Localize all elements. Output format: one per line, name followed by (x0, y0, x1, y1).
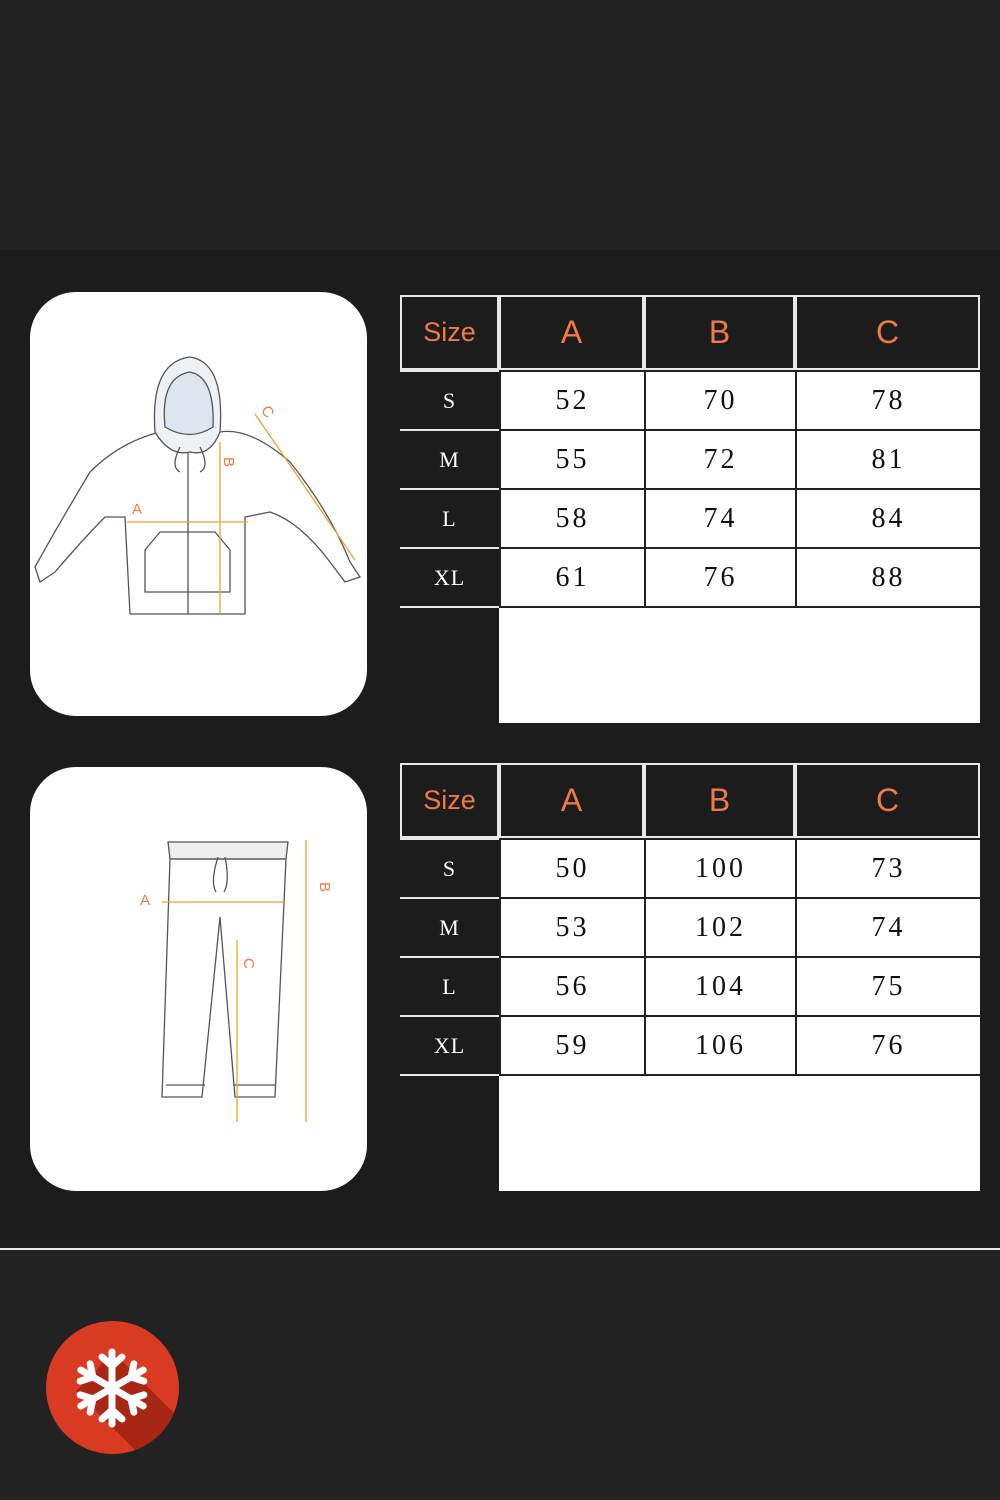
hoodie-size-table: Size A B C S 52 70 78 M 55 72 81 L 58 74 84 XL 61 76 88 (400, 295, 980, 723)
snowflake-icon (46, 1321, 179, 1454)
divider (0, 1248, 1000, 1250)
table-row: S 52 70 78 (400, 370, 980, 429)
table-row: M 55 72 81 (400, 429, 980, 488)
hoodie-cell-b: 76 (644, 547, 795, 606)
pants-cell-size: S (400, 838, 499, 897)
hoodie-cell-a: 52 (499, 370, 644, 429)
hoodie-diagram: A B C (34, 356, 362, 615)
pants-cell-size: M (400, 897, 499, 956)
table-blank-area (499, 1074, 980, 1191)
hoodie-header-a: A (499, 295, 644, 370)
pants-cell-b: 104 (644, 956, 795, 1015)
pants-cell-c: 76 (795, 1015, 980, 1074)
pants-cell-size: L (400, 956, 499, 1015)
pants-label-a: A (140, 892, 150, 909)
pants-cell-a: 56 (499, 956, 644, 1015)
pants-cell-c: 73 (795, 838, 980, 897)
hoodie-cell-c: 78 (795, 370, 980, 429)
pants-header-b: B (644, 763, 795, 838)
hoodie-cell-c: 81 (795, 429, 980, 488)
hoodie-cell-a: 55 (499, 429, 644, 488)
hoodie-cell-c: 88 (795, 547, 980, 606)
pants-diagram: A B C (140, 840, 333, 1122)
pants-label-c: C (240, 958, 257, 969)
hoodie-cell-size: XL (400, 547, 499, 606)
table-row: M 53 102 74 (400, 897, 980, 956)
pants-diagram-card: A B C (30, 767, 367, 1191)
pants-cell-size: XL (400, 1015, 499, 1074)
pants-cell-b: 100 (644, 838, 795, 897)
table-row: S 50 100 73 (400, 838, 980, 897)
hoodie-cell-b: 74 (644, 488, 795, 547)
pants-cell-b: 106 (644, 1015, 795, 1074)
hoodie-cell-b: 72 (644, 429, 795, 488)
hoodie-cell-b: 70 (644, 370, 795, 429)
table-row: XL 61 76 88 (400, 547, 980, 606)
hoodie-header-c: C (795, 295, 980, 370)
table-blank-area (499, 606, 980, 723)
hoodie-cell-size: S (400, 370, 499, 429)
pants-header-a: A (499, 763, 644, 838)
pants-cell-a: 50 (499, 838, 644, 897)
hoodie-label-c: C (257, 402, 277, 421)
table-row: XL 59 106 76 (400, 1015, 980, 1074)
pants-cell-c: 74 (795, 897, 980, 956)
pants-cell-a: 59 (499, 1015, 644, 1074)
hoodie-label-b: B (220, 457, 237, 467)
table-row: L 58 74 84 (400, 488, 980, 547)
table-bottom-rule (400, 1074, 499, 1076)
pants-cell-b: 102 (644, 897, 795, 956)
pants-cell-a: 53 (499, 897, 644, 956)
hoodie-cell-a: 61 (499, 547, 644, 606)
table-bottom-rule (400, 606, 499, 608)
hoodie-header-b: B (644, 295, 795, 370)
pants-header-size: Size (400, 763, 499, 838)
hoodie-cell-a: 58 (499, 488, 644, 547)
table-row: L 56 104 75 (400, 956, 980, 1015)
pants-size-table: Size A B C S 50 100 73 M 53 102 74 L 56 104 75 XL 59 106 76 (400, 763, 980, 1191)
hoodie-cell-c: 84 (795, 488, 980, 547)
pants-cell-c: 75 (795, 956, 980, 1015)
pants-header-c: C (795, 763, 980, 838)
hoodie-header-size: Size (400, 295, 499, 370)
pants-label-b: B (316, 882, 333, 892)
hoodie-cell-size: L (400, 488, 499, 547)
hoodie-cell-size: M (400, 429, 499, 488)
hoodie-diagram-card: A B C (30, 292, 367, 716)
hoodie-label-a: A (132, 501, 142, 518)
